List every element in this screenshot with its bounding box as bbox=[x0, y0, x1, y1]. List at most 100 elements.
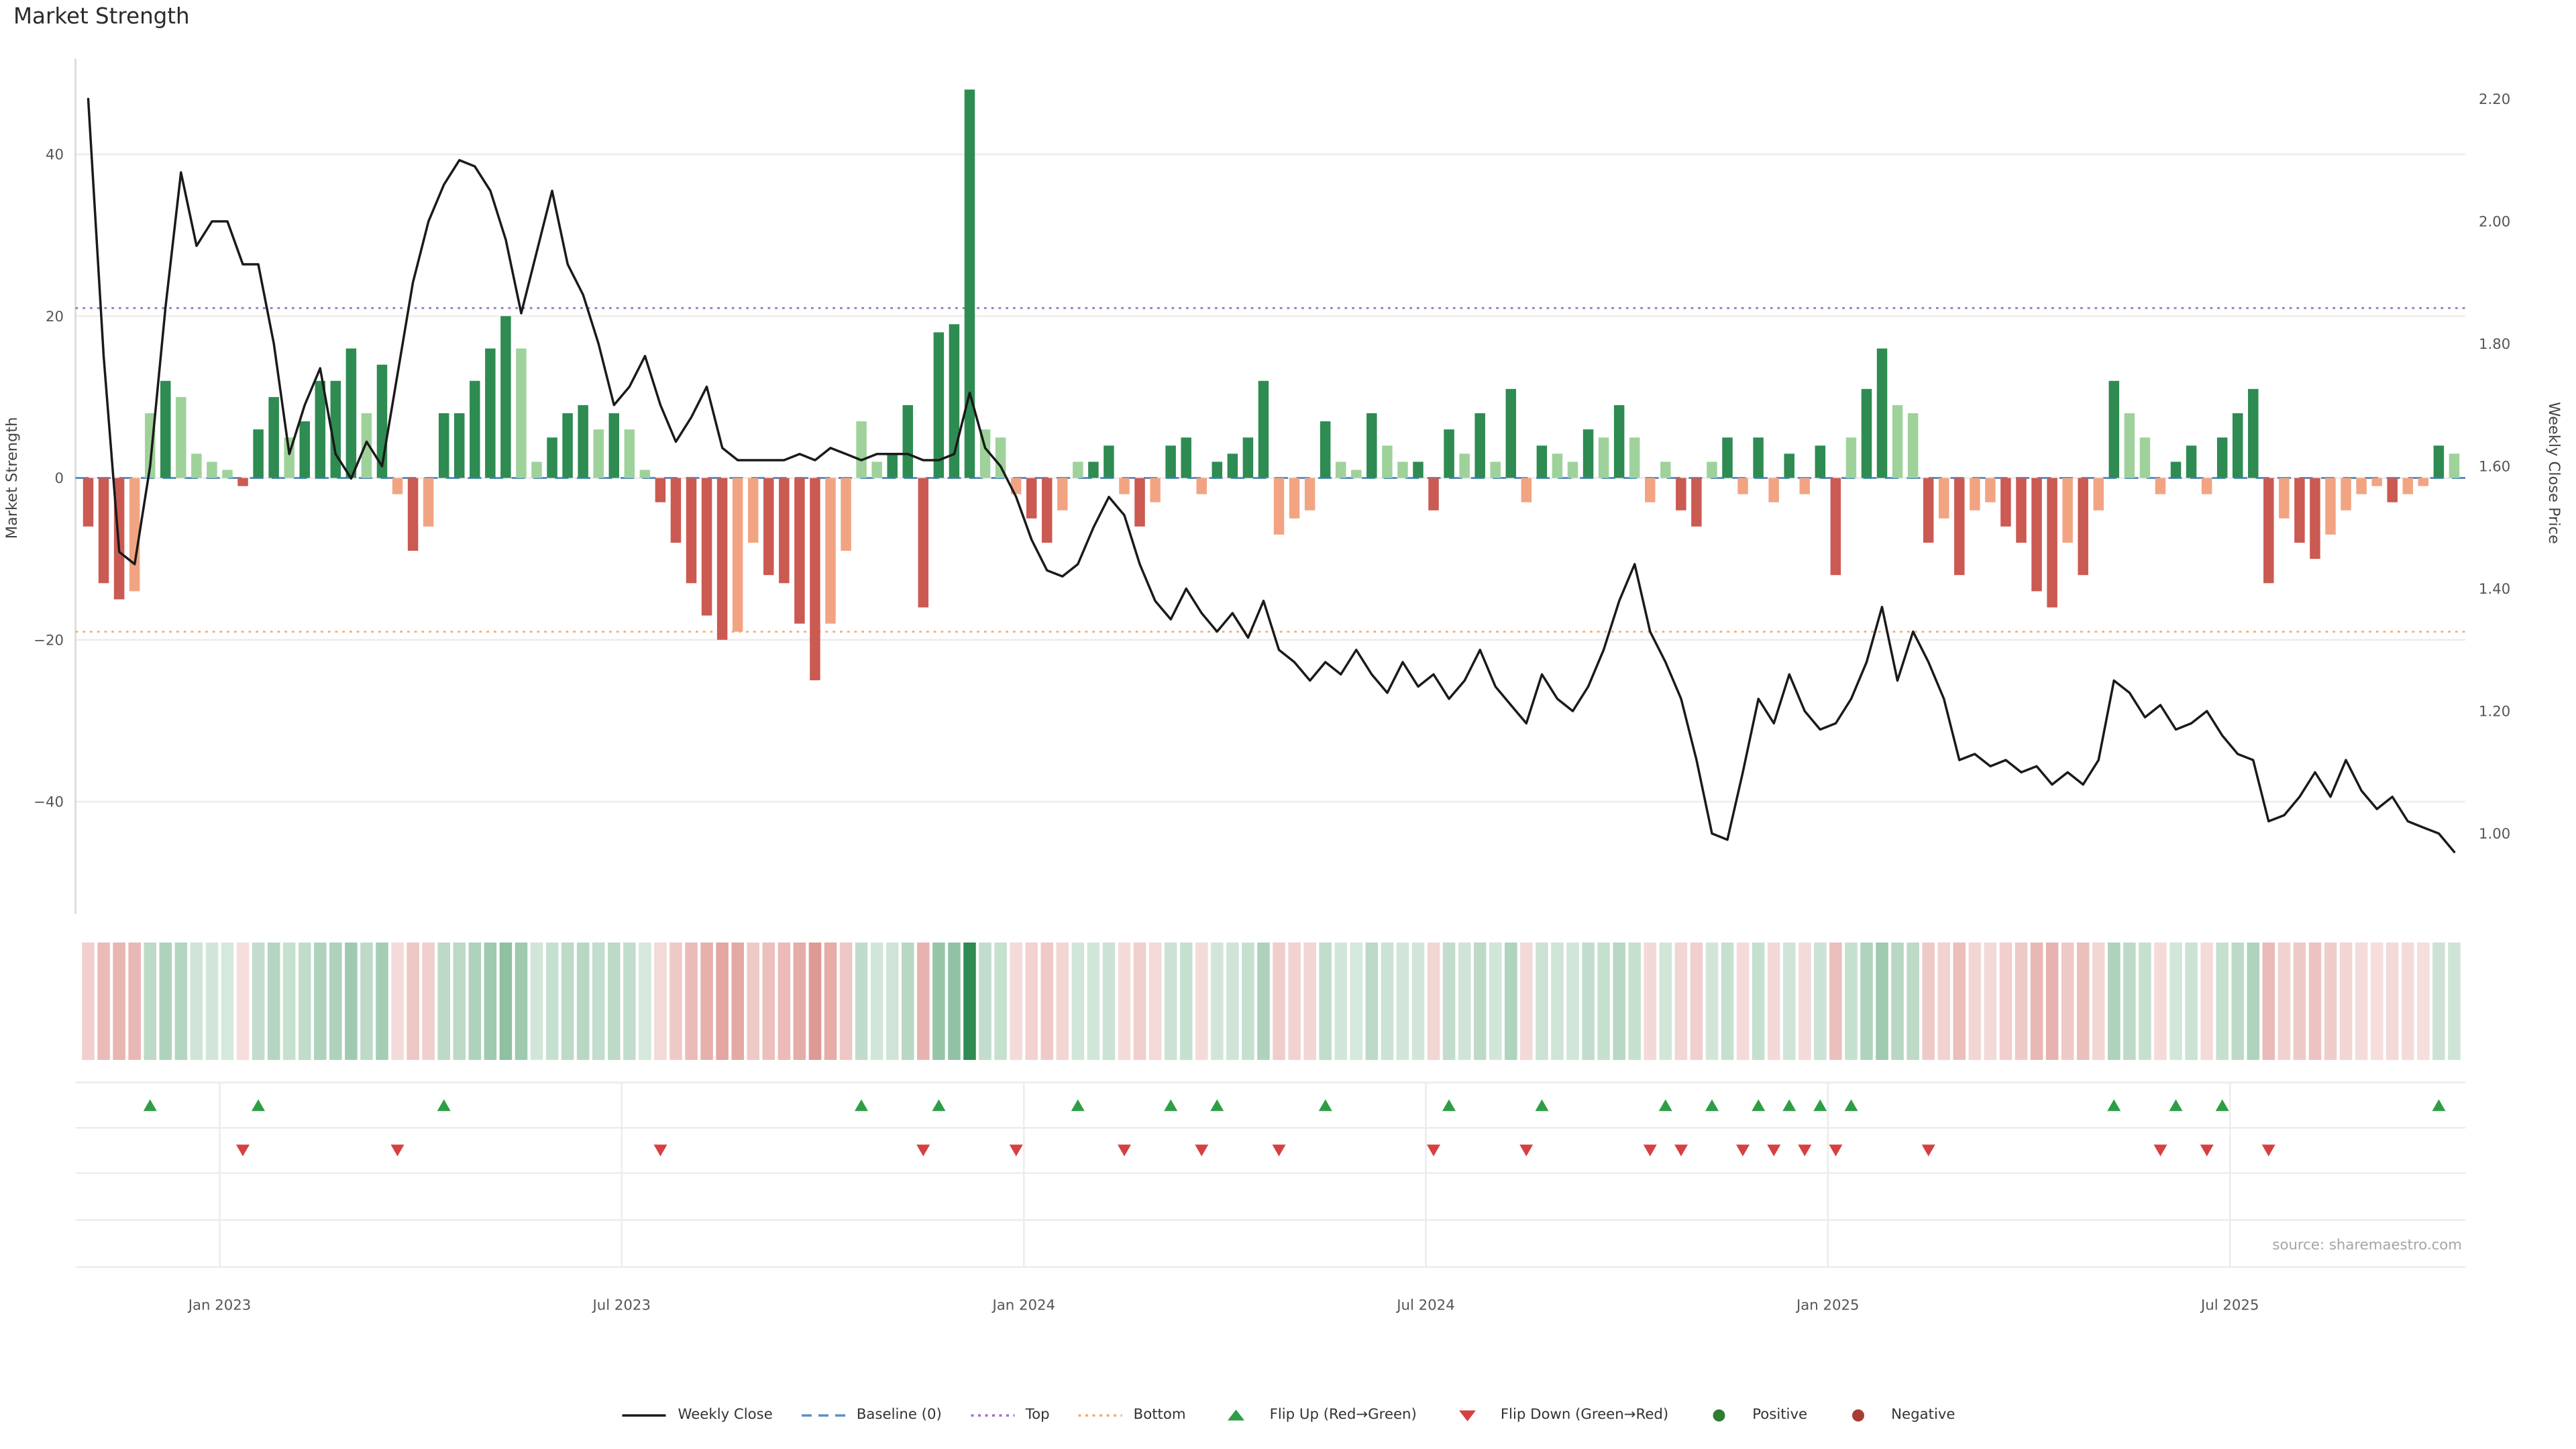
strength-bar bbox=[2216, 437, 2228, 478]
strength-bar bbox=[1474, 413, 1485, 478]
heatmap-cell bbox=[484, 943, 497, 1060]
strength-bar bbox=[887, 453, 898, 478]
strength-bar bbox=[253, 429, 264, 478]
x-tick: Jan 2024 bbox=[991, 1297, 1055, 1314]
heatmap-cell bbox=[2386, 943, 2399, 1060]
heatmap-cell bbox=[1350, 943, 1363, 1060]
heatmap-cell bbox=[2308, 943, 2322, 1060]
strength-bar bbox=[1104, 445, 1114, 478]
strength-bar bbox=[1845, 437, 1857, 478]
y-left-tick: 20 bbox=[46, 309, 64, 325]
flip-down-marker bbox=[390, 1144, 405, 1157]
heatmap-cell bbox=[561, 943, 574, 1060]
strength-bar bbox=[1041, 478, 1053, 543]
strength-bar bbox=[1088, 462, 1099, 478]
legend-label: Flip Down (Green→Red) bbox=[1500, 1407, 1669, 1424]
heatmap-cell bbox=[329, 943, 342, 1060]
strength-bar bbox=[1861, 388, 1872, 478]
strength-bar bbox=[299, 421, 310, 478]
heatmap-cell bbox=[2355, 943, 2368, 1060]
x-tick: Jul 2023 bbox=[592, 1297, 651, 1314]
heatmap-cell bbox=[1551, 943, 1564, 1060]
legend-symbol bbox=[1228, 1409, 1245, 1421]
heatmap-cell bbox=[1118, 943, 1131, 1060]
strength-bar bbox=[624, 429, 635, 478]
strength-bar bbox=[593, 429, 604, 478]
heatmap-cell bbox=[2076, 943, 2090, 1060]
heatmap-cell bbox=[1613, 943, 1625, 1060]
strength-bar bbox=[1552, 453, 1563, 478]
heatmap-cell bbox=[2402, 943, 2414, 1060]
heatmap-cell bbox=[391, 943, 404, 1060]
flip-down-marker bbox=[1427, 1144, 1440, 1157]
line-swatch-icon bbox=[970, 1414, 1014, 1417]
heatmap-cell bbox=[1845, 943, 1858, 1060]
heatmap-cell bbox=[407, 943, 419, 1060]
y-right-tick: 1.60 bbox=[2479, 459, 2510, 476]
strength-bar bbox=[2139, 437, 2151, 478]
heatmap-cell bbox=[855, 943, 868, 1060]
strength-bar bbox=[2016, 478, 2027, 543]
heatmap-cell bbox=[1891, 943, 1904, 1060]
heatmap-cell bbox=[1365, 943, 1379, 1060]
heatmap-cell bbox=[2092, 943, 2105, 1060]
heatmap-cell bbox=[1381, 943, 1394, 1060]
strength-bar bbox=[176, 396, 186, 478]
strength-bar bbox=[1397, 462, 1408, 478]
strength-bar bbox=[810, 478, 820, 681]
heatmap-cell bbox=[639, 943, 651, 1060]
legend-label: Top bbox=[1025, 1407, 1050, 1424]
heatmap-cell bbox=[948, 943, 961, 1060]
heatmap-cell bbox=[1505, 943, 1517, 1060]
heatmap-cell bbox=[453, 943, 466, 1060]
strength-bar bbox=[2155, 478, 2166, 494]
heatmap-cell bbox=[236, 943, 250, 1060]
strength-bar bbox=[2325, 478, 2336, 535]
strength-bar bbox=[1613, 405, 1625, 478]
strength-bar bbox=[485, 348, 496, 478]
strength-bar bbox=[1582, 429, 1594, 478]
heatmap-cell bbox=[963, 943, 976, 1060]
heatmap-cell bbox=[1040, 943, 1054, 1060]
heatmap-cell bbox=[2015, 943, 2028, 1060]
heatmap-cell bbox=[1782, 943, 1796, 1060]
strength-bar bbox=[1536, 445, 1548, 478]
weekly-close-line bbox=[87, 97, 2456, 853]
heatmap-cell bbox=[902, 943, 914, 1060]
strength-bar bbox=[1273, 478, 1285, 535]
strength-bar bbox=[964, 89, 975, 478]
heatmap-cell bbox=[2339, 943, 2353, 1060]
strength-bar bbox=[1134, 478, 1145, 527]
flip-down-marker bbox=[1674, 1144, 1688, 1157]
flip-down-marker bbox=[1829, 1144, 1843, 1157]
strength-bar bbox=[1892, 405, 1903, 478]
strength-bar bbox=[423, 478, 434, 527]
heatmap-cell bbox=[1968, 943, 1982, 1060]
strength-bar bbox=[345, 348, 357, 478]
strength-bar bbox=[1598, 437, 1609, 478]
strength-bar bbox=[1691, 478, 1702, 527]
strength-bar bbox=[2047, 478, 2057, 608]
heatmap-cell bbox=[1566, 943, 1579, 1060]
dot-icon bbox=[1851, 1409, 1864, 1421]
heatmap-cell bbox=[1814, 943, 1827, 1060]
strength-bar bbox=[361, 413, 372, 478]
strength-bar bbox=[1289, 478, 1300, 519]
heatmap-cell bbox=[1752, 943, 1765, 1060]
strength-bar bbox=[1923, 478, 1934, 543]
heatmap-cell bbox=[1953, 943, 1966, 1060]
strength-bar bbox=[562, 413, 573, 478]
heatmap-cell bbox=[685, 943, 698, 1060]
heatmap-cell bbox=[839, 943, 853, 1060]
flip-up-marker bbox=[932, 1099, 946, 1112]
heatmap-cell bbox=[1442, 943, 1456, 1060]
strength-bar bbox=[1382, 445, 1393, 478]
strength-bar bbox=[639, 470, 651, 478]
heatmap-cell bbox=[1102, 943, 1116, 1060]
strength-bar bbox=[902, 405, 913, 478]
chart-legend: Weekly Close Baseline (0) Top Bottom Flip Up… bbox=[0, 1405, 2576, 1426]
heatmap-cell bbox=[1520, 943, 1533, 1060]
strength-bar bbox=[2108, 380, 2120, 478]
source-attribution: source: sharemaestro.com bbox=[2272, 1237, 2462, 1254]
strength-bar bbox=[856, 421, 867, 478]
